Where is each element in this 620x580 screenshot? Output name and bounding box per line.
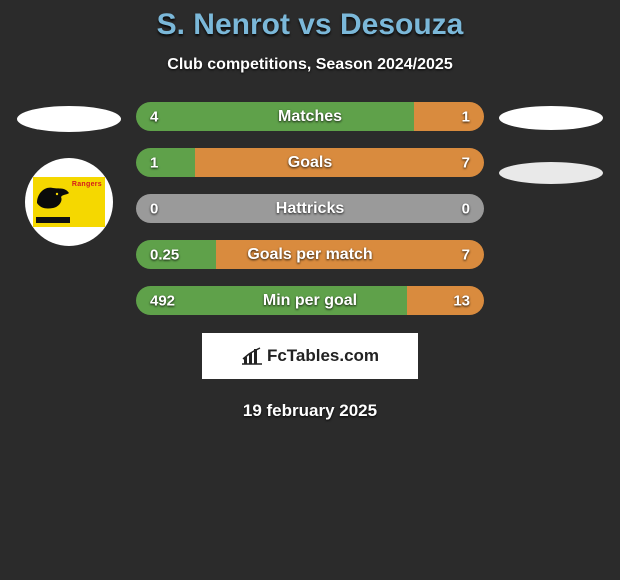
stat-right-value: 7 [462,154,470,171]
stat-left-value: 492 [150,292,175,309]
stat-bar-left-segment [136,102,414,131]
panther-icon [35,183,71,213]
player-photo-placeholder [17,106,121,132]
player-photo-placeholder [499,106,603,130]
comparison-widget: S. Nenrot vs Desouza Club competitions, … [0,0,620,421]
stat-right-value: 1 [462,108,470,125]
badge-stripe [36,217,70,223]
stat-bar-right-segment [407,286,484,315]
subtitle: Club competitions, Season 2024/2025 [0,56,620,74]
stats-bars: 4 1 Matches 1 7 Goals 0 0 Hattricks 0.25 7 Goals pe… [136,102,484,315]
stat-label: Matches [278,108,342,126]
stat-left-value: 0.25 [150,246,179,263]
stat-left-value: 0 [150,200,158,217]
stat-right-value: 13 [453,292,470,309]
stat-right-value: 0 [462,200,470,217]
stat-label: Min per goal [263,292,357,310]
club-badge-rangers: Rangers [33,177,105,227]
stat-bar-right-segment [195,148,484,177]
club-badge-placeholder [499,162,603,184]
stat-bar: 1 7 Goals [136,148,484,177]
stat-left-value: 1 [150,154,158,171]
stat-right-value: 7 [462,246,470,263]
stat-bar-left-segment [136,148,195,177]
stat-bar: 0.25 7 Goals per match [136,240,484,269]
brand-text: FcTables.com [267,346,379,366]
stat-bar: 4 1 Matches [136,102,484,131]
stat-label: Goals per match [247,246,372,264]
stat-label: Hattricks [276,200,344,218]
barchart-icon [241,347,263,365]
brand-box[interactable]: FcTables.com [202,333,418,379]
page-title: S. Nenrot vs Desouza [0,8,620,42]
date-text: 19 february 2025 [0,401,620,421]
right-player-col [498,102,604,184]
stat-left-value: 4 [150,108,158,125]
main-row: Rangers 4 1 Matches 1 7 Goals 0 0 Hattricks 0.25 7… [0,102,620,315]
badge-text: Rangers [72,181,102,188]
stat-bar: 492 13 Min per goal [136,286,484,315]
stat-bar: 0 0 Hattricks [136,194,484,223]
left-player-col: Rangers [16,102,122,246]
stat-label: Goals [288,154,332,172]
stat-bar-right-segment [414,102,484,131]
club-badge-wrap: Rangers [25,158,113,246]
